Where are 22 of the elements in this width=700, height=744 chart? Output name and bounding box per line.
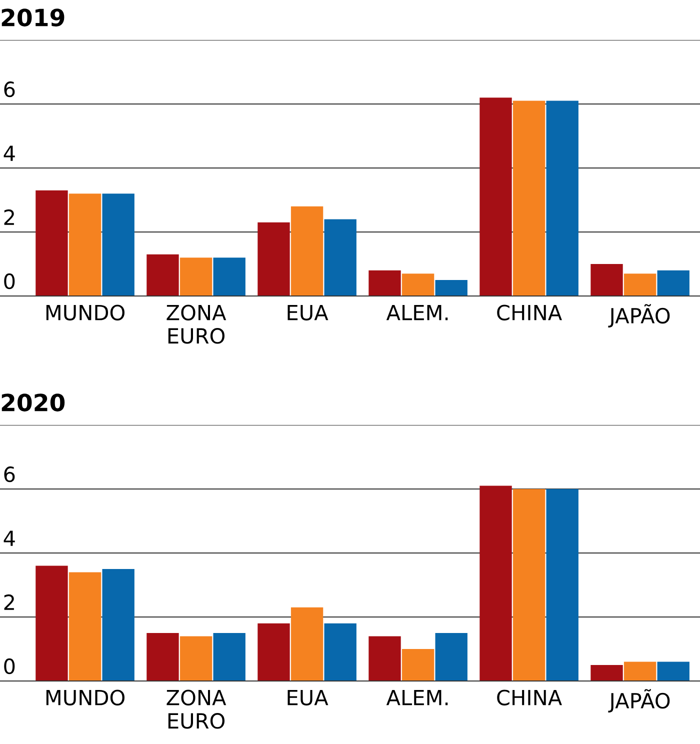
x-tick-label: CHINA — [497, 304, 562, 320]
chart-title: 2020 — [2, 394, 65, 412]
y-tick-label: 0 — [4, 658, 15, 674]
x-tick-label: MUNDO — [46, 304, 124, 320]
x-tick-label: ZONA EURO — [166, 304, 226, 344]
y-tick-label: 0 — [4, 273, 15, 290]
y-tick-label: 4 — [4, 530, 15, 546]
chart-title: 2019 — [2, 8, 64, 26]
x-tick-label: MUNDO — [46, 690, 124, 706]
x-tick-label: CHINA — [497, 690, 562, 706]
y-tick-label: 2 — [4, 209, 14, 225]
y-tick-label: 6 — [4, 81, 15, 98]
x-tick-label: ALEM. — [386, 304, 448, 320]
y-tick-label: 2 — [4, 594, 14, 610]
y-tick-label: 4 — [4, 146, 15, 161]
y-tick-label: 6 — [4, 466, 15, 482]
x-tick-label: JAPÃO — [608, 304, 670, 328]
x-tick-label: ZONA EURO — [166, 690, 226, 729]
x-tick-label: EUA — [288, 690, 328, 706]
x-tick-label: EUA — [288, 304, 328, 320]
x-tick-label: ALEM. — [386, 690, 448, 706]
x-tick-label: JAPÃO — [608, 689, 670, 712]
